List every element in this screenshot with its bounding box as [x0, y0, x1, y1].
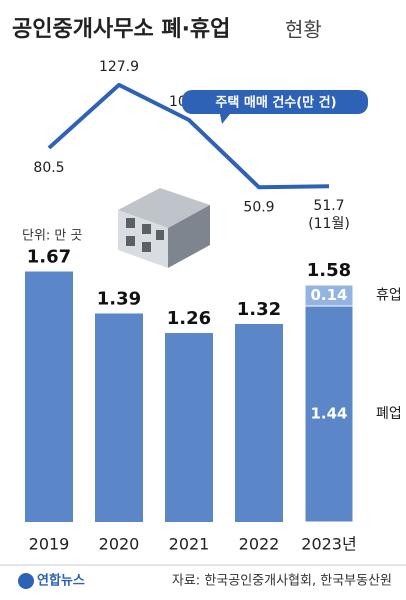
series-name: 폐업 [376, 406, 402, 422]
logo-icon [18, 573, 34, 589]
bar [165, 333, 213, 522]
source: 자료: 한국공인중개사협회, 한국부동산원 [172, 574, 392, 589]
unit-label: 단위: 만 곳 [22, 229, 83, 244]
line-label: 127.9 [99, 59, 139, 75]
bar [235, 324, 283, 522]
x-tick-label: 2021 [169, 535, 210, 554]
bar [25, 271, 73, 522]
x-tick-label: 2022 [239, 535, 280, 554]
total-label: 1.26 [167, 308, 211, 329]
line-note: (11월) [308, 216, 350, 232]
logo: 연합뉴스 [37, 573, 85, 589]
line [47, 82, 330, 190]
total-label: 1.58 [307, 260, 351, 281]
line-label: 50.9 [243, 199, 274, 215]
total-label: 1.32 [237, 299, 281, 320]
bar-segment [304, 284, 354, 307]
line-label: 80.5 [33, 160, 64, 176]
segment-label: 1.44 [310, 405, 347, 423]
chart-title-suffix: 현황 [285, 18, 322, 42]
chart-title: 공인중개사무소 폐·휴업 [12, 17, 230, 42]
series-name: 휴업 [376, 288, 402, 304]
total-label: 1.67 [27, 247, 71, 268]
legend-bubble [182, 90, 368, 124]
legend-label: 주택 매매 건수(만 건) [215, 95, 336, 111]
building-icon [118, 188, 210, 268]
x-tick-label: 2023년 [301, 535, 356, 554]
x-tick-label: 2019 [29, 535, 70, 554]
total-label: 1.39 [97, 289, 141, 310]
x-tick-label: 2020 [99, 535, 140, 554]
bar [95, 313, 143, 522]
segment-label: 0.14 [310, 286, 347, 304]
line-label: 51.7 [313, 198, 344, 214]
